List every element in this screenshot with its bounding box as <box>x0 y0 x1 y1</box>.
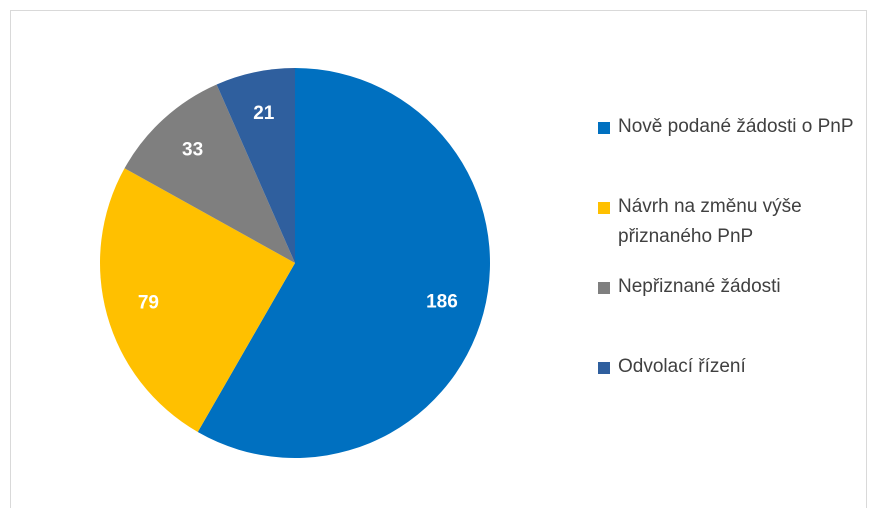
legend-label: Odvolací řízení <box>618 356 746 377</box>
pie-slice <box>216 68 295 263</box>
pie-slice <box>99 168 295 433</box>
legend-swatch <box>598 362 610 374</box>
data-label: 33 <box>182 140 203 161</box>
legend: Nově podané žádosti o PnP Návrh na změnu … <box>598 112 860 432</box>
legend-label: Nepřiznané žádosti <box>618 276 781 297</box>
pie-slice <box>197 68 491 459</box>
pie-slice <box>124 84 296 263</box>
legend-swatch <box>598 282 610 294</box>
legend-label: Návrh na změnu výše přiznaného PnP <box>618 196 802 247</box>
legend-item: Návrh na změnu výše přiznaného PnP <box>598 192 860 272</box>
data-label: 79 <box>138 293 159 314</box>
legend-item: Nově podané žádosti o PnP <box>598 112 860 192</box>
data-label: 21 <box>253 103 275 124</box>
chart-frame <box>10 10 867 508</box>
data-label: 186 <box>426 291 458 312</box>
legend-swatch <box>598 122 610 134</box>
legend-item: Nepřiznané žádosti <box>598 272 860 352</box>
legend-swatch <box>598 202 610 214</box>
legend-label: Nově podané žádosti o PnP <box>618 116 854 137</box>
legend-item: Odvolací řízení <box>598 352 860 432</box>
